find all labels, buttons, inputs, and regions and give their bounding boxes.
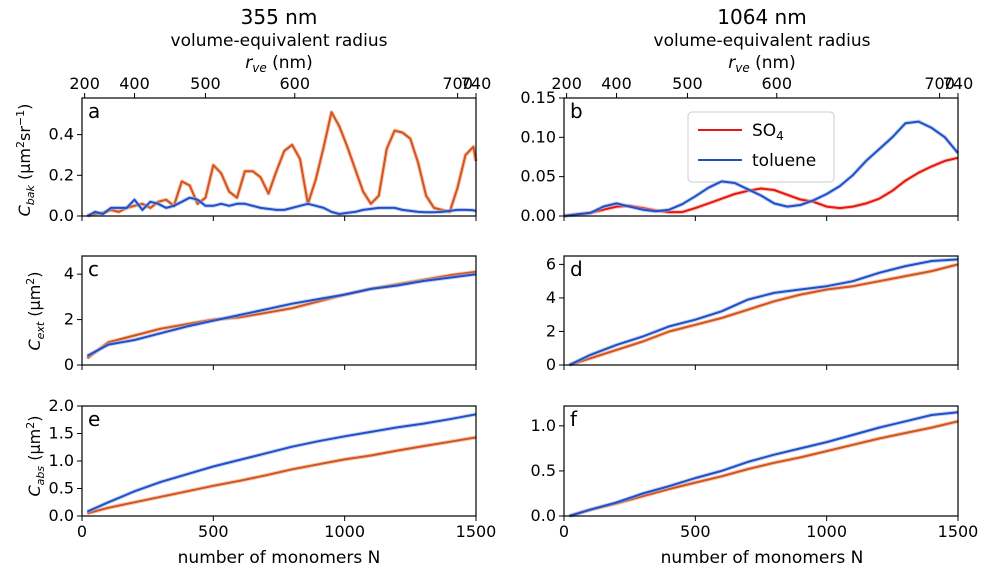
series-line-toluene [86,413,477,513]
y-tick-label: 0.5 [49,479,74,498]
x-tick-label: 1500 [938,522,979,541]
series-line-toluene [568,258,959,366]
top-axis-sublabel-right: rve (nm) [728,53,796,75]
series-line-so4 [87,111,477,217]
top-tick-label: 500 [190,74,221,93]
plot-frame [81,255,477,366]
series-band-so4 [568,262,959,367]
top-tick-label: 400 [119,74,150,93]
y-tick-label: 0.0 [49,206,74,225]
y-tick-label: 0.0 [531,506,556,525]
panel-letter-f: f [570,407,578,431]
panel-letter-a: a [88,99,100,123]
y-tick-label: 4 [546,288,556,307]
y-tick-label: 1.0 [49,451,74,470]
series-line-toluene [86,273,477,357]
r-symbol: r [728,53,736,73]
r-unit: (nm) [750,53,796,73]
panel-c: 0 2 4 c [64,255,477,374]
ylabel-ext: Cext (μm2) [24,271,47,350]
svg-text:Cext (μm2): Cext (μm2) [24,271,47,350]
series-band-so4 [568,419,959,518]
x-tick-label: 0 [77,522,87,541]
series-band-toluene [86,272,477,358]
top-tick-label: 200 [551,74,582,93]
r-subscript: ve [252,61,266,75]
top-tick-label: 700 [442,74,473,93]
xlabel-right: number of monomers N [661,548,864,568]
y-tick-label: 1.5 [49,424,74,443]
legend-label-so4: SO4 [752,121,784,143]
series-line-so4 [87,436,477,515]
series-band-so4 [86,269,477,360]
legend: SO4 toluene [687,111,835,183]
panel-e: 0.0 0.5 1.0 1.5 2.0 0 500 1000 1500 e [49,396,497,541]
y-tick-label: 2.0 [49,396,74,415]
y-tick-label: 0.00 [520,206,556,225]
y-tick-label: 0.15 [520,88,556,107]
x-tick-label: 1000 [806,522,847,541]
top-tick-label: 600 [761,74,792,93]
y-tick-label: 6 [546,254,556,273]
svg-text:Cabs (μm2): Cabs (μm2) [24,416,47,497]
y-tick-label: 1.0 [531,416,556,435]
panel-letter-d: d [570,257,583,281]
panel-d: 0 2 4 6 d [546,254,959,374]
top-tick-label: 600 [279,74,310,93]
y-tick-label: 0.05 [520,167,556,186]
y-tick-label: 0.5 [531,461,556,480]
x-tick-label: 1000 [324,522,365,541]
ylabel-bak: Cbak (μm2sr−1) [14,104,37,217]
top-tick-label: 740 [943,74,974,93]
column-title-355: 355 nm [241,5,318,29]
r-symbol: r [245,53,253,73]
y-tick-label: 2 [546,321,556,340]
panel-letter-e: e [88,407,100,431]
series-line-toluene [569,411,959,517]
plot-frame [81,97,477,217]
top-axis-sublabel-left: rve (nm) [245,53,313,75]
y-tick-label: 0 [546,355,556,374]
r-unit: (nm) [267,53,313,73]
top-axis-label-left: volume-equivalent radius [171,31,388,51]
top-tick-label: 740 [461,74,492,93]
plot-frame [563,97,959,217]
panel-letter-c: c [88,257,99,281]
xlabel-left: number of monomers N [178,548,381,568]
series-line-toluene [563,120,959,217]
plot-frame [563,255,959,366]
x-tick-label: 500 [198,522,229,541]
series-line-so4 [568,263,959,366]
top-tick-label: 400 [601,74,632,93]
top-axis-label-right: volume-equivalent radius [654,31,871,51]
ylabel-abs: Cabs (μm2) [24,416,47,497]
panel-f: 0.0 0.5 1.0 0 500 1000 1500 f [531,405,979,541]
x-tick-label: 0 [559,522,569,541]
panel-letter-b: b [570,99,583,123]
column-title-1064: 1064 nm [717,5,806,29]
y-tick-label: 0.4 [49,125,74,144]
y-tick-label: 0 [64,355,74,374]
series-line-so4 [86,270,477,359]
y-tick-label: 4 [64,264,74,283]
top-tick-label: 500 [672,74,703,93]
top-tick-label: 700 [924,74,955,93]
plot-frame [563,405,959,517]
x-tick-label: 500 [680,522,711,541]
top-tick-label: 200 [69,74,100,93]
x-tick-label: 1500 [456,522,497,541]
series-band-toluene [86,412,477,514]
y-tick-label: 2 [64,310,74,329]
r-subscript: ve [735,61,749,75]
svg-text:Cbak (μm2sr−1): Cbak (μm2sr−1) [14,104,37,217]
legend-label-toluene: toluene [752,151,816,171]
series-line-toluene [86,196,477,217]
y-tick-label: 0.10 [520,127,556,146]
y-tick-label: 0.0 [49,506,74,525]
y-tick-label: 0.2 [49,165,74,184]
